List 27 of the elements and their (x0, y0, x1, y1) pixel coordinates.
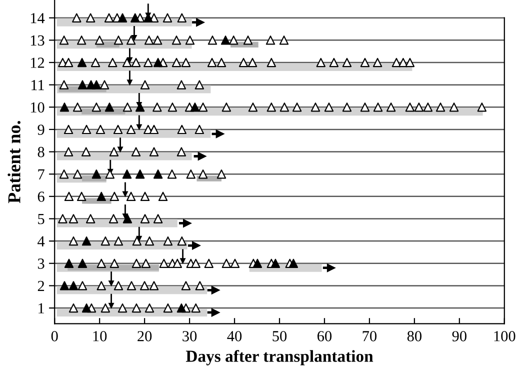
y-tick-label: 4 (38, 236, 45, 246)
y-axis-title: Patient no. (8, 120, 20, 204)
x-tick-label: 30 (182, 331, 197, 342)
y-tick-label: 7 (38, 169, 44, 180)
y-tick-label: 8 (38, 146, 44, 158)
x-axis-title: Days after transplantation (186, 350, 374, 366)
x-tick-label: 50 (272, 331, 287, 342)
x-tick-label: 10 (93, 331, 107, 342)
y-tick-label: 6 (38, 192, 44, 202)
y-tick-label: 14 (30, 13, 45, 24)
y-tick-label: 11 (32, 80, 44, 90)
x-tick-label: 100 (494, 331, 516, 342)
y-tick-label: 3 (38, 258, 44, 269)
y-tick-label: 1 (38, 303, 44, 314)
x-tick-label: 20 (138, 331, 152, 342)
x-tick-label: 40 (227, 331, 242, 342)
x-tick-label: 60 (318, 331, 332, 342)
y-tick-label: 12 (30, 58, 44, 68)
y-tick-label: 2 (38, 280, 44, 291)
y-tick-label: 9 (38, 124, 44, 135)
x-tick-label: 0 (51, 331, 58, 342)
y-tick-label: 10 (30, 102, 44, 113)
y-tick-label: 5 (38, 214, 44, 224)
x-tick-label: 70 (362, 331, 377, 342)
x-tick-label: 90 (452, 331, 466, 342)
y-tick-label: 13 (30, 35, 44, 46)
x-tick-label: 80 (407, 331, 422, 342)
